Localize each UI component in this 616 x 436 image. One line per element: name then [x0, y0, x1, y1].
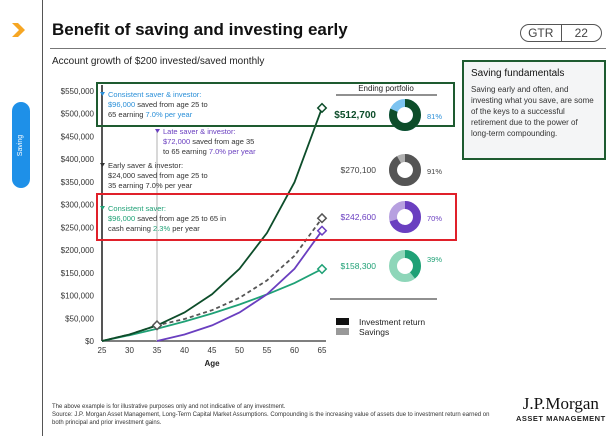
x-tick-label: 65	[318, 346, 327, 355]
cash-saver-annotation-pointer-icon	[100, 206, 105, 210]
x-axis-title: Age	[204, 359, 220, 368]
footnote-source: Source: J.P. Morgan Asset Management, Lo…	[52, 412, 490, 426]
late-saver-highlight-box	[96, 193, 457, 241]
x-tick-label: 55	[263, 346, 272, 355]
late-saver-annotation-detail: to 65 earning 7.0% per year	[163, 147, 256, 156]
x-tick-label: 40	[180, 346, 189, 355]
donut-investment-return-segment	[389, 99, 421, 131]
consistent-investor-annotation-pointer-icon	[100, 92, 105, 96]
badge-guide: GTR	[528, 26, 554, 40]
legend-label-savings: Savings	[359, 327, 389, 337]
y-tick-label: $250,000	[61, 223, 95, 232]
early-saver-stop-marker	[151, 320, 163, 331]
investment-return-pct-label: 70%	[427, 214, 442, 223]
series-end-marker	[316, 263, 328, 275]
left-rail: Saving	[0, 0, 42, 436]
early-saver-annotation-detail: 35 earning 7.0% per year	[108, 181, 193, 190]
donut-investment-return-segment	[389, 154, 421, 186]
y-tick-label: $450,000	[61, 132, 95, 141]
y-tick-label: $0	[85, 337, 94, 346]
cash-saver-annotation-title: Consistent saver:	[108, 204, 166, 213]
saving-fundamentals-box: Saving fundamentals Saving early and oft…	[462, 60, 606, 160]
y-tick-label: $200,000	[61, 246, 95, 255]
y-tick-label: $150,000	[61, 269, 95, 278]
donut-investment-return-segment	[389, 201, 421, 233]
fundamentals-title: Saving fundamentals	[471, 68, 565, 79]
y-tick-label: $500,000	[61, 110, 95, 119]
investment-return-pct-label: 81%	[427, 112, 442, 121]
late-saver-annotation-title: Late saver & investor:	[163, 127, 236, 136]
y-tick-label: $300,000	[61, 201, 95, 210]
ending-value-label: $512,700	[334, 110, 376, 121]
chart-subtitle: Account growth of $200 invested/saved mo…	[52, 56, 265, 67]
series-line-early-saver-investor	[101, 217, 323, 342]
consistent-investor-highlight-box	[96, 82, 455, 127]
legend-label-investment-return: Investment return	[359, 317, 425, 327]
ending-value-label: $270,100	[341, 165, 377, 175]
badge-page-number: 22	[574, 26, 588, 40]
badge-separator	[560, 25, 562, 41]
logo-subtitle: ASSET MANAGEMENT	[516, 414, 606, 423]
x-tick-label: 25	[98, 346, 107, 355]
legend-swatch-savings	[336, 328, 349, 335]
late-saver-annotation-detail: $72,000 saved from age 35	[163, 137, 254, 146]
legend-swatch-investment-return	[336, 318, 349, 325]
ending-value-label: $158,300	[341, 261, 377, 271]
cash-saver-annotation-detail: $96,000 saved from age 25 to 65 in	[108, 214, 226, 223]
series-line-consistent-saver	[101, 268, 323, 342]
x-tick-label: 30	[125, 346, 134, 355]
early-saver-annotation-detail: $24,000 saved from age 25 to	[108, 171, 208, 180]
x-tick-label: 35	[153, 346, 162, 355]
series-line-late-saver-investor	[156, 230, 323, 342]
early-saver-annotation-title: Early saver & investor:	[108, 161, 183, 170]
footnote: The above example is for illustrative pu…	[52, 403, 492, 427]
consistent-investor-annotation-detail: 65 earning 7.0% per year	[108, 110, 193, 119]
cash-saver-annotation-detail: cash earning 2.3% per year	[108, 224, 200, 233]
ending-portfolio-title: Ending portfolio	[358, 84, 414, 93]
footnote-disclaimer: The above example is for illustrative pu…	[52, 404, 286, 410]
page-badge: GTR 22	[520, 24, 602, 42]
y-tick-label: $350,000	[61, 178, 95, 187]
y-tick-label: $100,000	[61, 292, 95, 301]
fundamentals-text: Saving early and often, and investing wh…	[471, 85, 594, 138]
logo-name: J.P.Morgan	[522, 394, 599, 413]
page-title: Benefit of saving and investing early	[52, 20, 348, 39]
ending-value-label: $242,600	[341, 212, 377, 222]
late-saver-annotation-pointer-icon	[155, 129, 160, 133]
early-saver-annotation-pointer-icon	[100, 163, 105, 167]
y-tick-label: $550,000	[61, 87, 95, 96]
consistent-investor-annotation-title: Consistent saver & investor:	[108, 90, 201, 99]
title-divider	[50, 48, 606, 49]
donut-investment-return-segment	[389, 250, 421, 282]
jpmorgan-logo: J.P.Morgan ASSET MANAGEMENT	[516, 394, 606, 423]
series-end-marker	[316, 102, 328, 114]
series-end-marker	[316, 225, 328, 237]
chevron-right-icon	[12, 23, 25, 37]
sidebar-tab-saving[interactable]: Saving	[12, 102, 30, 188]
series-line-consistent-saver-investor	[101, 107, 323, 342]
series-end-marker	[316, 212, 328, 224]
investment-return-pct-label: 39%	[427, 255, 442, 264]
rail-divider	[42, 0, 43, 436]
y-tick-label: $50,000	[65, 314, 94, 323]
consistent-investor-annotation-detail: $96,000 saved from age 25 to	[108, 100, 208, 109]
y-tick-label: $400,000	[61, 155, 95, 164]
x-tick-label: 50	[235, 346, 244, 355]
x-tick-label: 45	[208, 346, 217, 355]
investment-return-pct-label: 91%	[427, 167, 442, 176]
x-tick-label: 60	[290, 346, 299, 355]
